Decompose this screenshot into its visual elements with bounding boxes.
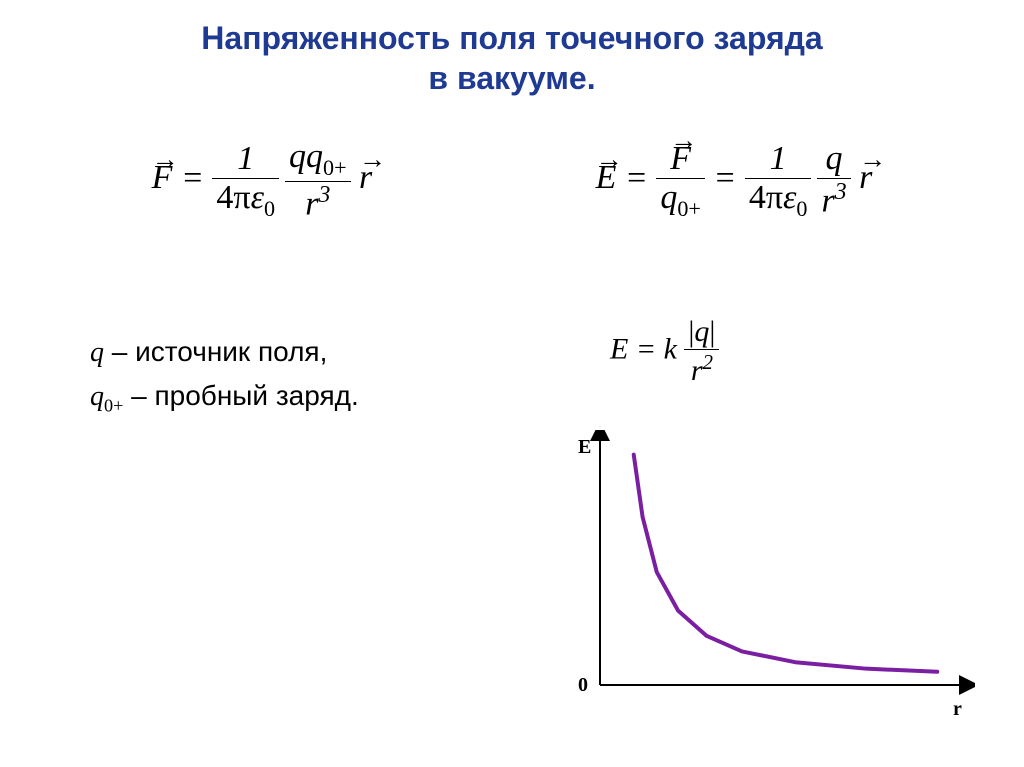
legend-q-text: – источник поля,	[104, 336, 327, 367]
formula-row: →F = 14πε0qq0+r3 →r →E = →Fq0+ = 14πε0qr…	[0, 138, 1024, 223]
svg-text:E: E	[578, 436, 591, 458]
title-line1: Напряженность поля точечного заряда	[201, 20, 822, 56]
legend-q0: q0+ – пробный заряд.	[90, 374, 359, 420]
legend-q-sym: q	[90, 337, 104, 368]
title-line2: в вакууме.	[428, 60, 595, 96]
efield-formula: →E = →Fq0+ = 14πε0qr3 →r	[596, 140, 873, 222]
force-formula: →F = 14πε0qq0+r3 →r	[152, 138, 373, 223]
efield-vs-r-chart: Er 0	[545, 430, 975, 735]
chart-svg: Er 0	[545, 430, 975, 730]
legend-q0-text: – пробный заряд.	[123, 380, 358, 411]
svg-text:0: 0	[578, 674, 588, 696]
legend-q: q – источник поля,	[90, 330, 359, 374]
legend: q – источник поля, q0+ – пробный заряд.	[90, 330, 359, 420]
slide-title: Напряженность поля точечного заряда в ва…	[0, 0, 1024, 98]
legend-q0-sym: q0+	[90, 381, 123, 412]
svg-text:r: r	[953, 698, 962, 720]
magnitude-formula: E = k |q|r2	[610, 315, 719, 388]
